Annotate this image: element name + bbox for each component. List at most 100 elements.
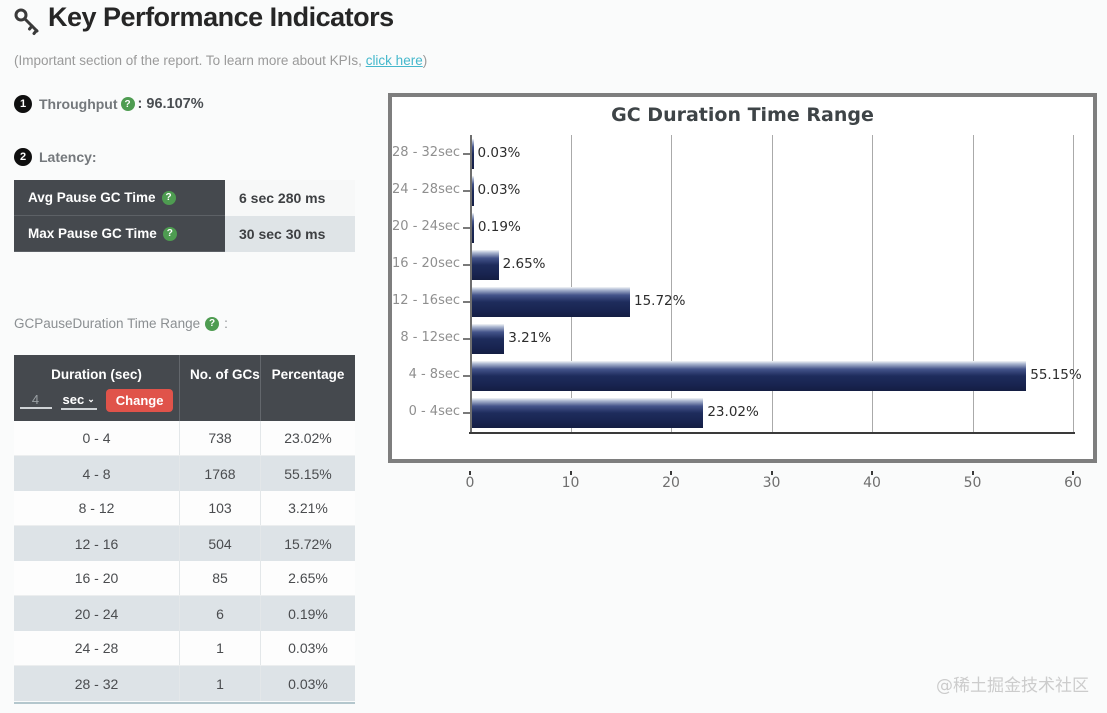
- bar-value-label: 15.72%: [633, 293, 686, 310]
- latency-table: Avg Pause GC Time? 6 sec 280 ms Max Pause …: [14, 180, 355, 252]
- gridline: [570, 135, 572, 432]
- y-tick-mark: [463, 412, 470, 415]
- table-row: 4 - 8 1768 55.15%: [14, 456, 355, 491]
- throughput-line: 1 Throughput ? : 96.107%: [14, 95, 204, 113]
- table-row: 8 - 12 103 3.21%: [14, 491, 355, 526]
- chart-bar: [472, 249, 499, 280]
- latency-metric-value: 6 sec 280 ms: [225, 180, 355, 216]
- table-cell: 1: [180, 631, 261, 665]
- table-cell: 20 - 24: [14, 596, 180, 631]
- table-cell: 2.65%: [288, 570, 328, 586]
- help-icon[interactable]: ?: [161, 190, 176, 205]
- latency-metric-label: Avg Pause GC Time?: [14, 180, 225, 216]
- table-cell: 738: [180, 421, 261, 455]
- y-tick-mark: [463, 375, 470, 378]
- y-tick-mark: [463, 152, 470, 155]
- latency-row: Avg Pause GC Time? 6 sec 280 ms: [14, 180, 355, 216]
- table-cell: 23.02%: [284, 430, 332, 446]
- table-row: 24 - 28 1 0.03%: [14, 631, 355, 666]
- col-header-duration-text: Duration (sec): [51, 367, 142, 382]
- gridline: [872, 135, 873, 432]
- table-cell: 6: [180, 596, 261, 631]
- y-category-label: 28 - 32sec: [392, 144, 460, 160]
- y-tick-mark: [463, 301, 470, 304]
- y-tick-mark: [463, 263, 470, 266]
- gridline: [1073, 135, 1074, 432]
- gridline: [771, 135, 773, 432]
- table-cell: 0.03%: [288, 675, 328, 692]
- bar-value-label: 0.03%: [477, 144, 521, 161]
- y-tick-mark: [463, 338, 470, 341]
- x-tick-label: 40: [863, 475, 881, 491]
- table-cell: 8 - 12: [14, 491, 180, 525]
- table-cell: 0.19%: [288, 605, 328, 622]
- gc-duration-chart: GC Duration Time Range 0 10 20 30 40 50 60 28 -…: [388, 93, 1097, 491]
- table-cell: 16 - 20: [14, 561, 180, 595]
- table-row: 28 - 32 1 0.03%: [14, 666, 355, 701]
- table-cell: 0 - 4: [14, 421, 180, 455]
- chart-bar: [472, 138, 474, 169]
- table-cell: 1: [180, 666, 261, 701]
- y-category-label: 8 - 12sec: [400, 330, 460, 346]
- x-axis: [469, 432, 1075, 434]
- badge-1: 1: [14, 95, 32, 113]
- x-tick-mark: [770, 471, 773, 475]
- table-row: 16 - 20 85 2.65%: [14, 561, 355, 596]
- chart-title: GC Duration Time Range: [611, 104, 874, 126]
- x-tick-label: 0: [465, 475, 475, 491]
- latency-label: Latency:: [39, 149, 97, 165]
- help-icon[interactable]: ?: [162, 226, 177, 241]
- throughput-value: : 96.107%: [137, 96, 204, 112]
- bar-value-label: 55.15%: [1030, 367, 1082, 384]
- latency-metric-text: Avg Pause GC Time: [28, 190, 156, 205]
- unit-select[interactable]: sec ⌄: [60, 391, 97, 410]
- table-bottom-edge: [14, 702, 355, 704]
- duration-value-input[interactable]: [19, 392, 52, 409]
- latency-metric-text: Max Pause GC Time: [28, 226, 157, 241]
- x-tick-mark: [569, 471, 572, 475]
- y-category-label: 20 - 24sec: [392, 218, 460, 234]
- throughput-label: Throughput: [39, 96, 118, 112]
- y-category-label: 24 - 28sec: [392, 181, 460, 197]
- col-header-no-of-gcs: No. of GCs: [180, 355, 261, 421]
- y-axis: [470, 135, 472, 434]
- table-cell: 12 - 16: [14, 526, 180, 561]
- throughput-help-icon[interactable]: ?: [120, 97, 135, 111]
- subtitle: (Important section of the report. To lea…: [14, 53, 427, 68]
- x-tick-label: 10: [561, 475, 580, 491]
- table-cell: 55.15%: [284, 465, 332, 482]
- chart-bar: [472, 361, 1027, 392]
- gc-pause-duration-help-icon[interactable]: ?: [205, 316, 220, 331]
- table-cell: 0.03%: [288, 640, 328, 656]
- unit-select-value: sec: [62, 391, 85, 407]
- y-category-label: 4 - 8sec: [408, 367, 460, 383]
- table-cell: 103: [180, 491, 261, 525]
- chart-bar: [472, 175, 474, 206]
- chart-bar: [472, 287, 630, 318]
- y-category-label: 12 - 16sec: [392, 293, 460, 309]
- y-category-label: 16 - 20sec: [392, 255, 460, 271]
- chart-bar: [472, 212, 474, 243]
- latency-row: Max Pause GC Time? 30 sec 30 ms: [14, 216, 355, 252]
- gridline: [671, 135, 672, 432]
- table-cell: 15.72%: [284, 535, 332, 552]
- table-cell: 85: [180, 561, 261, 595]
- col-header-duration: Duration (sec) sec ⌄ Change: [14, 355, 180, 421]
- chart-bar: [472, 324, 505, 355]
- x-tick-mark: [871, 471, 873, 475]
- chart-bar: [472, 398, 704, 429]
- table-cell: 504: [180, 526, 261, 561]
- gc-pause-duration-colon: :: [224, 316, 228, 331]
- bar-value-label: 3.21%: [508, 330, 552, 347]
- gc-pause-duration-text: GCPauseDuration Time Range: [14, 316, 201, 331]
- subtitle-suffix: ): [422, 53, 428, 68]
- latency-metric-value: 30 sec 30 ms: [225, 216, 355, 252]
- x-tick-mark: [469, 471, 471, 475]
- latency-line: 2 Latency:: [14, 148, 97, 166]
- x-tick-mark: [971, 471, 974, 475]
- kpi-learn-more-link[interactable]: click here: [365, 53, 423, 68]
- badge-2: 2: [14, 148, 32, 166]
- watermark: @稀土掘金技术社区: [936, 676, 1089, 696]
- change-button[interactable]: Change: [105, 389, 174, 412]
- x-tick-label: 50: [963, 475, 982, 491]
